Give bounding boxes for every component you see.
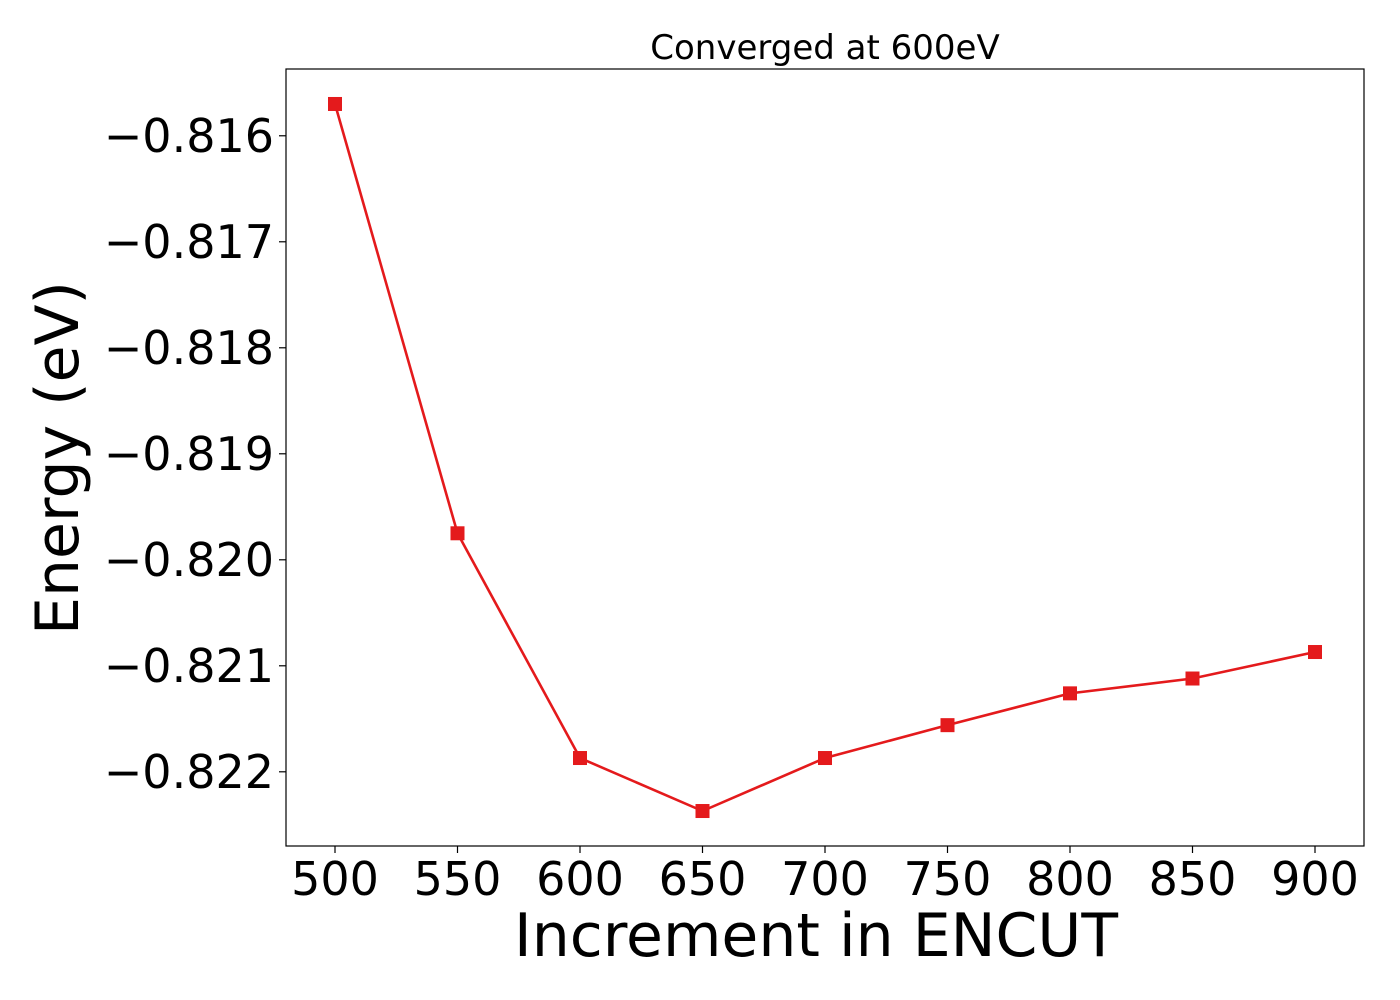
y-tick-label: −0.817	[104, 215, 274, 269]
x-tick-label: 600	[536, 852, 624, 906]
x-axis-title: Increment in ENCUT	[514, 901, 1118, 971]
y-tick-label: −0.819	[104, 427, 274, 481]
data-point-marker	[1063, 686, 1077, 701]
x-tick-label: 500	[291, 852, 379, 906]
chart-title: Converged at 600eV	[650, 28, 999, 68]
y-tick-label: −0.822	[104, 745, 274, 799]
x-tick-label: 650	[659, 852, 747, 906]
y-axis: −0.816 −0.817 −0.818 −0.819 −0.820 −0.821 −0.8…	[104, 109, 286, 799]
series-line	[333, 103, 1316, 813]
y-tick-label: −0.818	[104, 321, 274, 375]
data-point-marker	[1185, 671, 1200, 686]
data-point-marker	[573, 751, 587, 766]
x-tick-label: 750	[904, 852, 992, 906]
x-axis: 500 550 600 650 700 750 800 850 900	[291, 846, 1359, 906]
x-tick-label: 550	[414, 852, 502, 906]
x-tick-label: 700	[781, 852, 869, 906]
data-point-marker	[1308, 645, 1322, 660]
series-energy	[328, 96, 1322, 819]
y-tick-label: −0.821	[104, 639, 274, 693]
data-point-marker	[940, 718, 955, 733]
data-point-marker	[818, 751, 832, 766]
data-point-marker	[450, 526, 465, 541]
x-tick-label: 850	[1149, 852, 1237, 906]
y-tick-label: −0.820	[104, 533, 274, 587]
x-tick-label: 900	[1271, 852, 1359, 906]
data-point-marker	[328, 96, 342, 111]
y-tick-label: −0.816	[104, 109, 274, 163]
plot-area	[285, 68, 1365, 847]
y-axis-title: Energy (eV)	[23, 281, 93, 635]
x-tick-label: 800	[1026, 852, 1114, 906]
data-point-marker	[695, 804, 710, 819]
